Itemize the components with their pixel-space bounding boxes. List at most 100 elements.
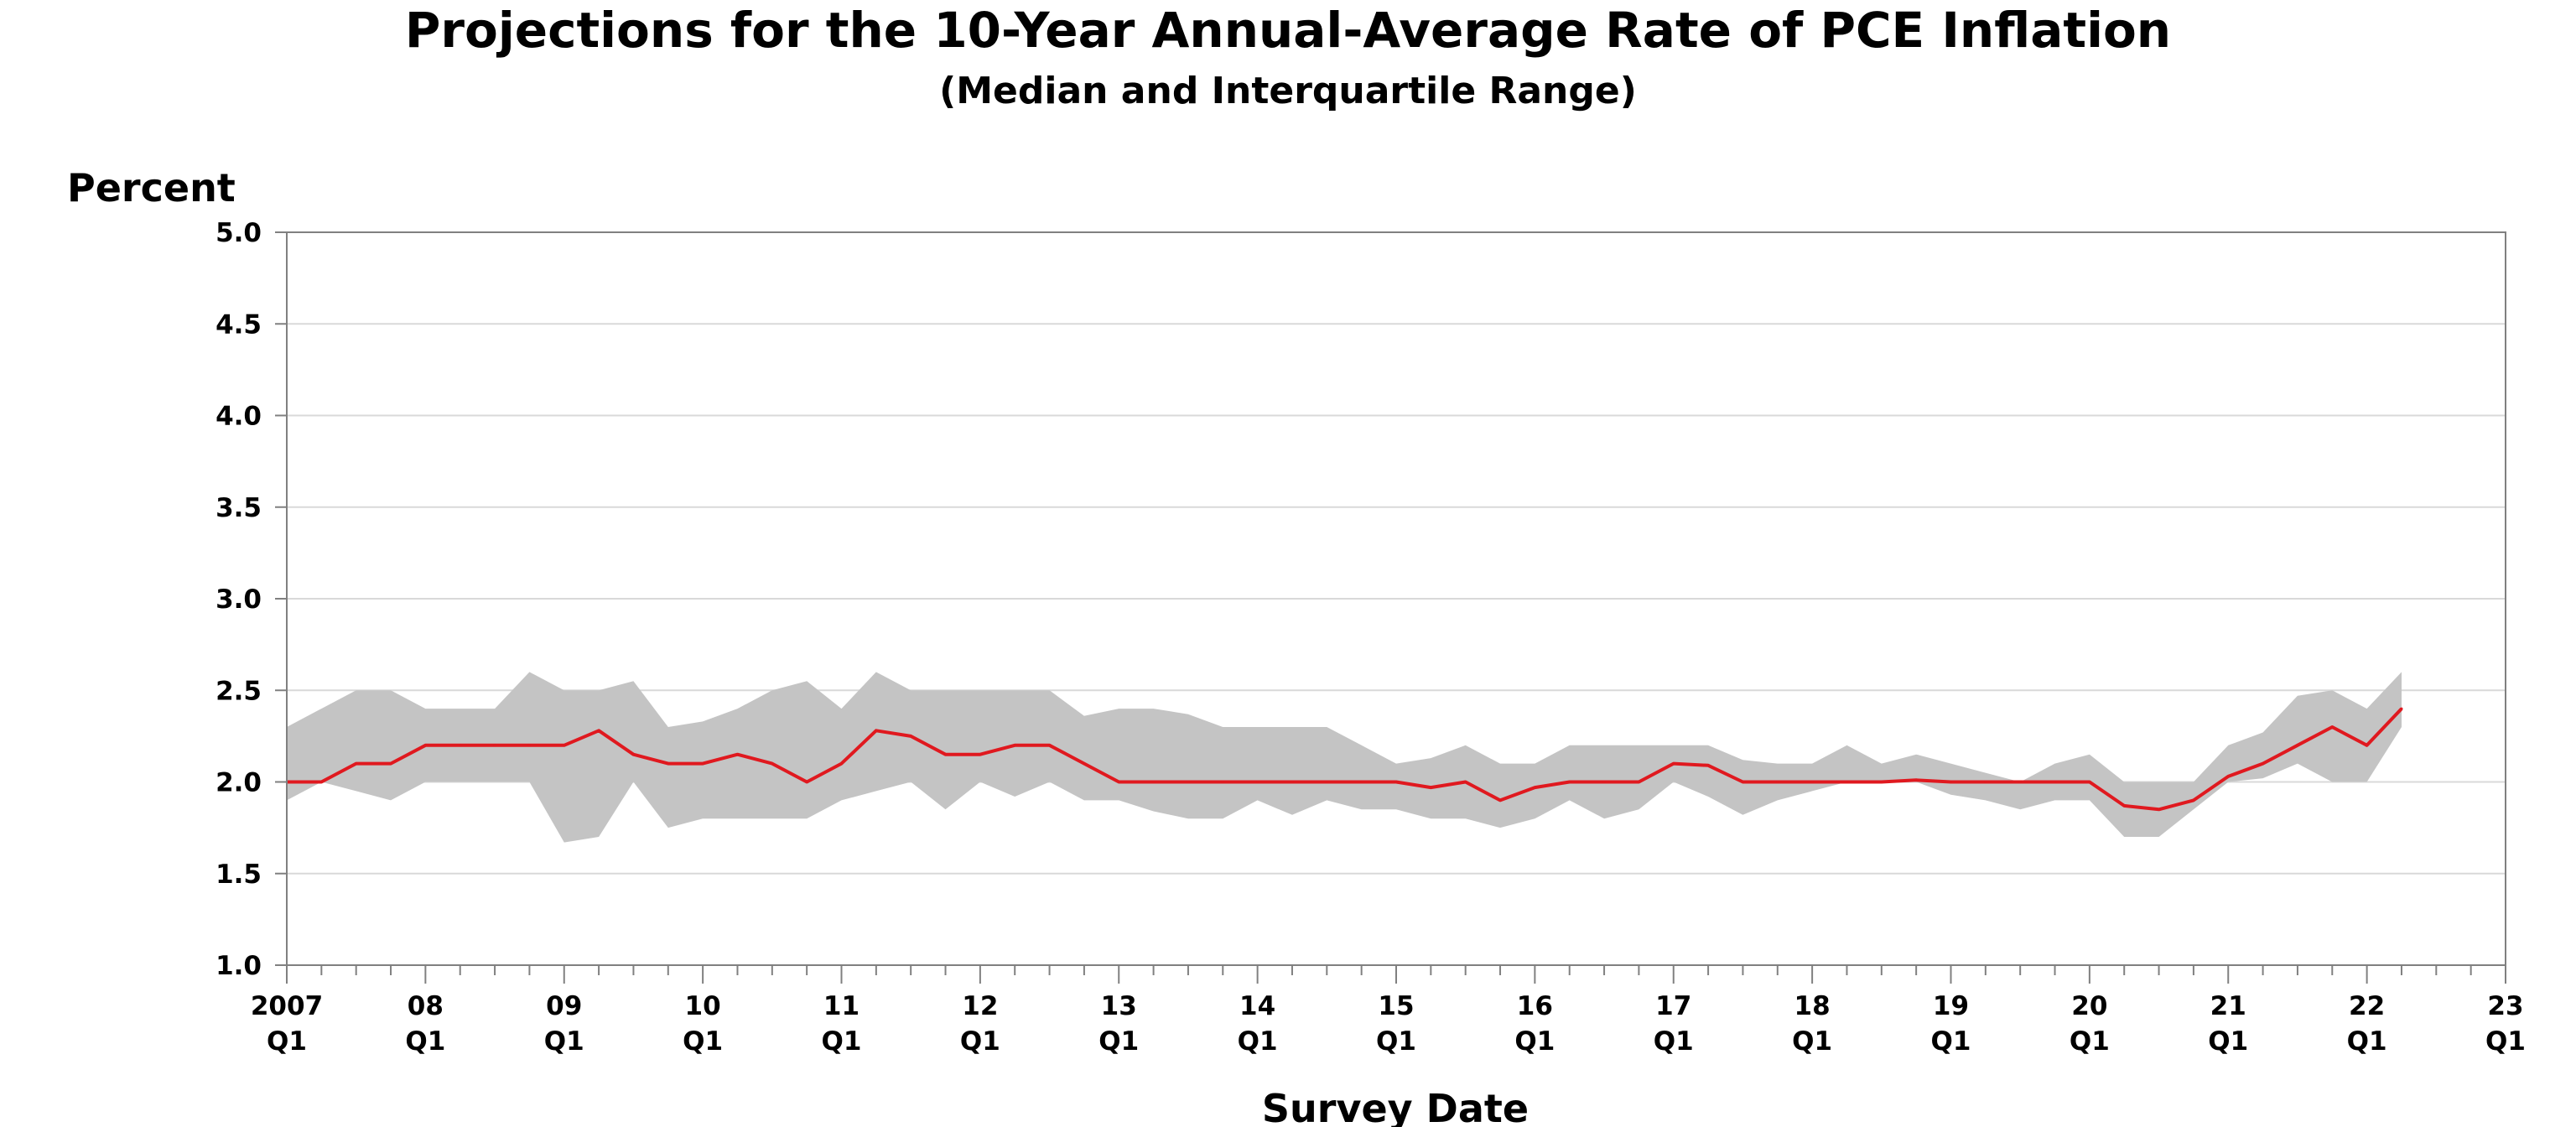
x-tick-year-label: 08	[408, 991, 444, 1021]
median-point	[1083, 762, 1086, 766]
median-point	[319, 781, 323, 783]
y-tick-label: 4.5	[216, 309, 262, 340]
y-tick-label: 1.0	[216, 951, 262, 981]
median-point	[1776, 781, 1779, 783]
median-point	[423, 744, 427, 747]
x-tick-quarter-label: Q1	[267, 1026, 307, 1057]
median-point	[2054, 781, 2057, 783]
median-point	[355, 762, 358, 766]
chart-subtitle: (Median and Interquartile Range)	[939, 70, 1637, 112]
median-point	[1187, 781, 1190, 783]
x-tick-quarter-label: Q1	[960, 1026, 1000, 1057]
median-point	[1498, 798, 1502, 802]
y-tick-label: 4.0	[216, 402, 262, 432]
x-tick-year-label: 21	[2210, 991, 2246, 1021]
median-point	[805, 781, 808, 783]
y-tick-label: 5.0	[216, 218, 262, 248]
x-tick-quarter-label: Q1	[544, 1026, 584, 1057]
median-point	[1291, 781, 1294, 783]
x-tick-quarter-label: Q1	[2070, 1026, 2110, 1057]
median-point	[2192, 798, 2195, 802]
x-tick-year-label: 13	[1101, 991, 1137, 1021]
median-point	[2122, 804, 2126, 808]
median-point	[2330, 725, 2334, 729]
median-point	[1256, 781, 1259, 783]
median-point	[1810, 781, 1814, 783]
y-axis-title: Percent	[67, 165, 236, 210]
x-tick-quarter-label: Q1	[822, 1026, 862, 1057]
median-point	[1325, 781, 1328, 783]
median-point	[631, 753, 635, 756]
x-tick-quarter-label: Q1	[2208, 1026, 2248, 1057]
x-tick-quarter-label: Q1	[1931, 1026, 1971, 1057]
x-tick-quarter-label: Q1	[1376, 1026, 1416, 1057]
median-point	[597, 729, 600, 732]
median-point	[2018, 781, 2022, 783]
median-point	[875, 729, 878, 732]
y-tick-label: 2.0	[216, 768, 262, 798]
median-point	[493, 744, 496, 747]
x-tick-year-label: 22	[2349, 991, 2385, 1021]
interquartile-range-area	[287, 672, 2402, 843]
median-point	[944, 753, 948, 756]
median-point	[1845, 781, 1848, 783]
x-tick-quarter-label: Q1	[1514, 1026, 1555, 1057]
x-axis-title: Survey Date	[1262, 1086, 1529, 1127]
median-point	[2366, 744, 2369, 747]
median-point	[840, 762, 843, 766]
x-tick-quarter-label: Q1	[1098, 1026, 1139, 1057]
median-point	[1117, 781, 1120, 783]
chart-title: Projections for the 10-Year Annual-Avera…	[405, 2, 2171, 59]
x-tick-year-label: 10	[685, 991, 721, 1021]
median-point	[1221, 781, 1224, 783]
median-point	[1394, 781, 1398, 783]
median-point	[1568, 781, 1571, 783]
median-point	[1880, 781, 1883, 783]
median-point	[667, 762, 670, 766]
median-point	[1741, 781, 1744, 783]
x-tick-year-label: 18	[1794, 991, 1831, 1021]
median-point	[389, 762, 392, 766]
median-point	[2088, 781, 2091, 783]
x-tick-quarter-label: Q1	[1792, 1026, 1832, 1057]
median-point	[1013, 744, 1016, 747]
x-tick-quarter-label: Q1	[2485, 1026, 2526, 1057]
median-point	[2226, 775, 2230, 778]
median-point	[563, 744, 566, 747]
median-point	[1672, 762, 1675, 766]
x-tick-year-label: 15	[1378, 991, 1414, 1021]
median-point	[1048, 744, 1052, 747]
median-point	[979, 753, 982, 756]
x-tick-labels: 2007 Q1 08 Q1 09 Q1 10 Q1 11 Q1 12 Q1 13 Q1 14 Q1 15 Q1 16…	[251, 991, 2526, 1057]
y-tick-label: 3.0	[216, 584, 262, 615]
interquartile-band	[287, 672, 2402, 843]
x-tick-quarter-label: Q1	[1654, 1026, 1694, 1057]
median-line	[287, 707, 2403, 812]
x-tick-year-label: 17	[1655, 991, 1691, 1021]
median-point	[735, 753, 739, 756]
median-point	[1533, 786, 1536, 789]
x-tick-year-label: 09	[546, 991, 582, 1021]
median-point	[701, 762, 704, 766]
median-point	[2296, 744, 2299, 747]
median-point	[1464, 781, 1467, 783]
x-tick-quarter-label: Q1	[683, 1026, 723, 1057]
median-point	[1637, 781, 1640, 783]
x-tick-year-label: 20	[2071, 991, 2107, 1021]
x-tick-quarter-label: Q1	[2347, 1026, 2387, 1057]
median-point	[771, 762, 774, 766]
y-tick-labels: 1.0 1.5 2.0 2.5 3.0 3.5 4.0 4.5 5.0	[216, 218, 262, 981]
median-point	[527, 744, 531, 747]
median-point	[1429, 786, 1432, 789]
x-tick-quarter-label: Q1	[405, 1026, 445, 1057]
median-point	[1152, 781, 1156, 783]
y-tick-label: 2.5	[216, 676, 262, 706]
y-tick-label: 3.5	[216, 493, 262, 523]
x-tick-year-label: 2007	[251, 991, 323, 1021]
x-tick-year-label: 11	[823, 991, 860, 1021]
x-tick-year-label: 19	[1933, 991, 1969, 1021]
median-point	[2262, 762, 2265, 766]
x-tick-year-label: 16	[1517, 991, 1553, 1021]
median-line-layer	[285, 707, 2403, 812]
